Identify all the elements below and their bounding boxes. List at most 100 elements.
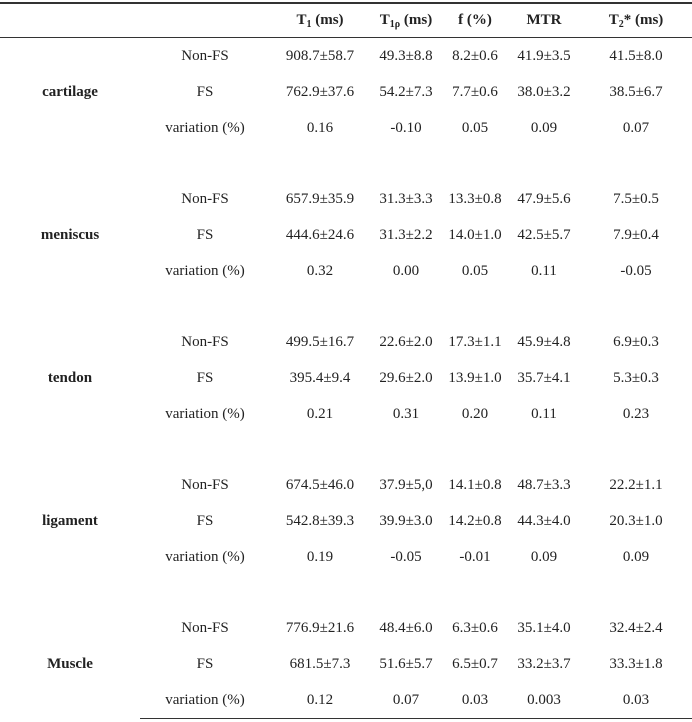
- table-cell: 542.8±39.3: [285, 512, 355, 529]
- table-cell: 0.003: [508, 682, 580, 719]
- table-cell: 7.7±0.6: [452, 83, 498, 100]
- table-cell: 674.5±46.0: [285, 476, 355, 493]
- column-header: T1 (ms): [270, 2, 370, 38]
- table-cell: 7.5±0.5: [613, 190, 659, 207]
- table-cell: -0.05: [620, 262, 652, 279]
- table-cell: 31.3±2.2: [379, 226, 433, 243]
- table-cell: -0.10: [390, 119, 422, 136]
- row-label: variation (%): [165, 405, 245, 422]
- table-cell: 31.3±3.3: [379, 190, 433, 207]
- table-cell: 14.0±1.0: [448, 226, 502, 243]
- table-cell: 0.31: [392, 405, 420, 422]
- table-cell: 0.07: [370, 682, 442, 719]
- table-row: variation (%) 0.19 -0.05 -0.01 0.09 0.09: [0, 539, 692, 575]
- table-cell: 38.0±3.2: [517, 83, 571, 100]
- row-label: Non-FS: [181, 333, 229, 350]
- table-cell: 22.6±2.0: [379, 333, 433, 350]
- table-cell: 47.9±5.6: [517, 190, 571, 207]
- table-row: variation (%) 0.32 0.00 0.05 0.11 -0.05: [0, 253, 692, 289]
- table-cell: 33.3±1.8: [609, 655, 663, 672]
- column-header-unit: (ms): [400, 11, 433, 28]
- row-label: FS: [196, 226, 214, 243]
- table-row: FS 444.6±24.6 31.3±2.2 14.0±1.0 42.5±5.7 7.9±…: [0, 217, 692, 253]
- row-label: FS: [196, 655, 214, 672]
- row-label: FS: [196, 83, 214, 100]
- table-cell: 0.21: [306, 405, 334, 422]
- table-row: variation (%) 0.12 0.07 0.03 0.003 0.03: [0, 682, 692, 719]
- group-spacer: [0, 146, 692, 181]
- table-cell: 0.03: [442, 682, 508, 719]
- header-row: T1 (ms) T1ρ (ms) f (%) MTR T2* (ms): [0, 2, 692, 38]
- table-cell: 20.3±1.0: [609, 512, 663, 529]
- row-label: Non-FS: [181, 476, 229, 493]
- table-cell: 0.16: [306, 119, 334, 136]
- table-row: FS 762.9±37.6 54.2±7.3 7.7±0.6 38.0±3.2 38.5±…: [0, 74, 692, 110]
- table-cell: 13.3±0.8: [448, 190, 502, 207]
- table-cell: 0.11: [531, 262, 557, 279]
- table-row: cartilage Non-FS 908.7±58.7 49.3±8.8 8.2±0.6…: [0, 38, 692, 100]
- table-cell: 0.07: [622, 119, 650, 136]
- table-cell: 33.2±3.7: [517, 655, 571, 672]
- column-header: T2* (ms): [580, 2, 692, 38]
- table-cell: 0.03: [580, 682, 692, 719]
- column-header-unit: * (ms): [623, 11, 664, 28]
- table-cell: 0.23: [622, 405, 650, 422]
- table-cell: 0.32: [306, 262, 334, 279]
- table-cell: 48.4±6.0: [379, 619, 433, 636]
- table-cell: 0.20: [461, 405, 489, 422]
- row-label: variation (%): [165, 262, 245, 279]
- table-cell: 42.5±5.7: [517, 226, 571, 243]
- row-label: Non-FS: [181, 190, 229, 207]
- table-cell: 681.5±7.3: [289, 655, 351, 672]
- table-body: cartilage Non-FS 908.7±58.7 49.3±8.8 8.2±0.6…: [0, 38, 692, 719]
- group-label: Muscle: [47, 655, 93, 672]
- table-cell: 49.3±8.8: [379, 47, 433, 64]
- table-cell: 17.3±1.1: [448, 333, 502, 350]
- table-cell: 395.4±9.4: [289, 369, 351, 386]
- row-label: FS: [196, 512, 214, 529]
- column-header-base: T: [608, 11, 619, 28]
- group-spacer: [0, 575, 692, 610]
- column-header-base: f: [458, 11, 464, 28]
- table-cell: 38.5±6.7: [609, 83, 663, 100]
- table-row: FS 395.4±9.4 29.6±2.0 13.9±1.0 35.7±4.1 5.3±0…: [0, 360, 692, 396]
- row-label: variation (%): [165, 548, 245, 565]
- table-cell: 45.9±4.8: [517, 333, 571, 350]
- table-cell: 39.9±3.0: [379, 512, 433, 529]
- table-cell: 0.05: [461, 262, 489, 279]
- table-cell: 35.7±4.1: [517, 369, 571, 386]
- table-cell: 41.9±3.5: [517, 47, 571, 64]
- table-row: variation (%) 0.21 0.31 0.20 0.11 0.23: [0, 396, 692, 432]
- column-header-subscript: 1: [306, 18, 312, 30]
- row-label: FS: [196, 369, 214, 386]
- table-cell: 0.19: [306, 548, 334, 565]
- table-cell: 14.1±0.8: [448, 476, 502, 493]
- table-row: tendon Non-FS 499.5±16.7 22.6±2.0 17.3±1.1 45…: [0, 324, 692, 386]
- table-cell: 0.11: [531, 405, 557, 422]
- table-row: ligament Non-FS 674.5±46.0 37.9±5,0 14.1±0.8…: [0, 467, 692, 529]
- table-cell: 6.5±0.7: [452, 655, 498, 672]
- table-cell: 776.9±21.6: [285, 619, 355, 636]
- table-cell: 54.2±7.3: [379, 83, 433, 100]
- table-row: FS 681.5±7.3 51.6±5.7 6.5±0.7 33.2±3.7 33.3±1…: [0, 646, 692, 682]
- group-label: ligament: [42, 512, 98, 529]
- table-cell: -0.01: [459, 548, 491, 565]
- table-cell: 0.05: [461, 119, 489, 136]
- table-cell: 762.9±37.6: [285, 83, 355, 100]
- group-label: cartilage: [42, 83, 98, 100]
- column-header-unit: (ms): [311, 11, 344, 28]
- row-label: variation (%): [140, 682, 270, 719]
- column-header-base: T: [296, 11, 307, 28]
- table-cell: 444.6±24.6: [285, 226, 355, 243]
- group-label: tendon: [47, 369, 93, 386]
- table-cell: 0.09: [530, 548, 558, 565]
- table-cell: 32.4±2.4: [609, 619, 663, 636]
- table-cell: 908.7±58.7: [285, 47, 355, 64]
- column-header: T1ρ (ms): [370, 2, 442, 38]
- table-cell: 37.9±5,0: [379, 476, 433, 493]
- table-cell: 499.5±16.7: [285, 333, 355, 350]
- row-label: Non-FS: [181, 619, 229, 636]
- column-header: MTR: [508, 2, 580, 38]
- table-cell: 41.5±8.0: [609, 47, 663, 64]
